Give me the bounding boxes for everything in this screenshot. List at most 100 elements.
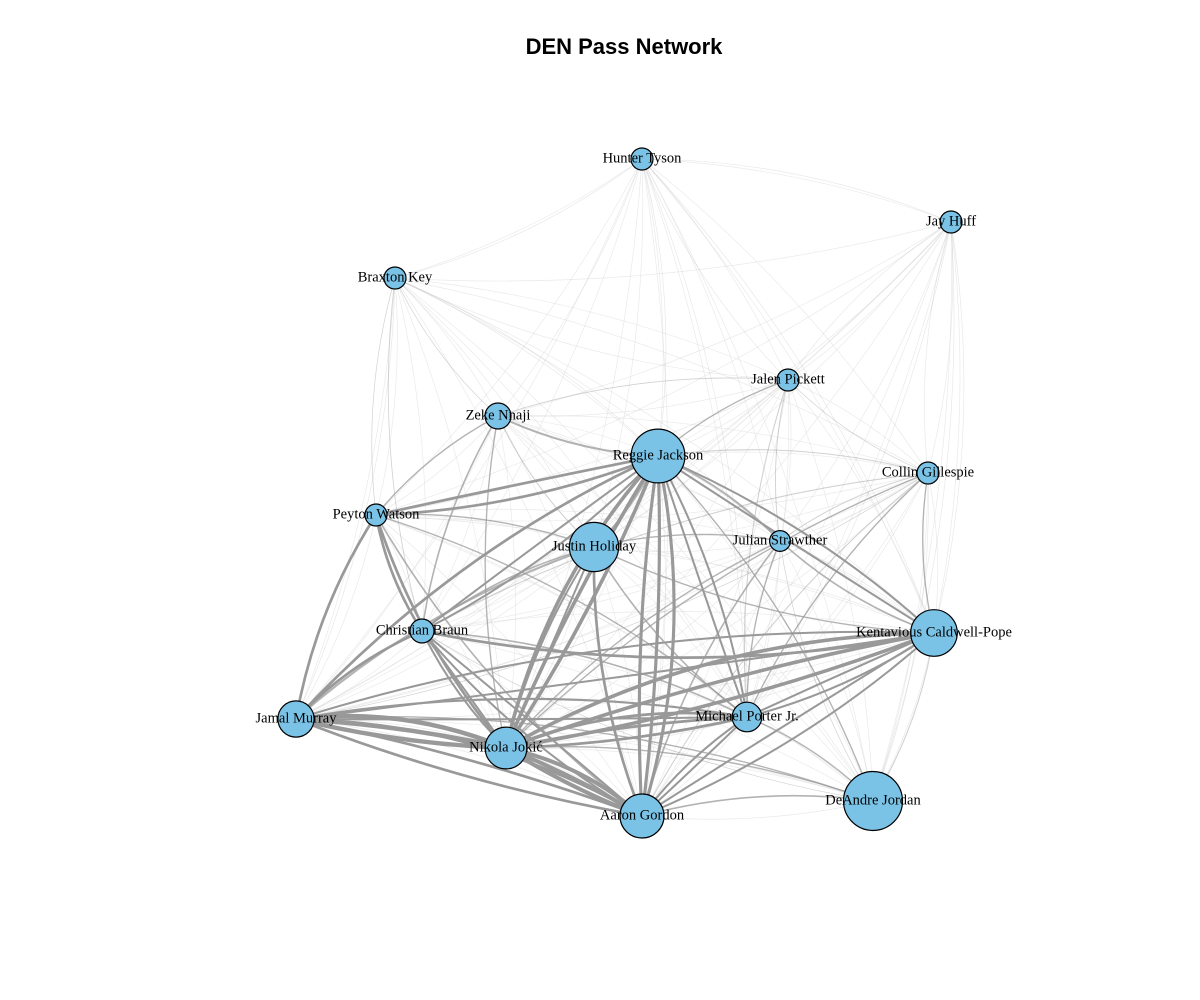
node-circle[interactable] xyxy=(731,701,763,733)
player-node[interactable]: Michael Porter Jr. xyxy=(695,701,799,733)
node-circle[interactable] xyxy=(630,147,654,171)
pass-edge xyxy=(746,632,935,718)
node-circle[interactable] xyxy=(277,700,315,738)
nodes-layer: Hunter Tyson Jay Huff Braxton Key Jalen Pic… xyxy=(256,147,1012,839)
pass-edge xyxy=(421,472,929,632)
node-label: Jalen Pickett xyxy=(751,371,825,387)
background-edge xyxy=(497,221,952,417)
background-edge xyxy=(421,540,781,632)
pass-edge xyxy=(505,745,874,802)
pass-edge xyxy=(592,546,644,817)
pass-edge xyxy=(375,513,595,548)
pass-edge xyxy=(746,540,781,718)
node-circle[interactable] xyxy=(484,726,528,770)
background-edge xyxy=(746,221,952,718)
pass-edge xyxy=(657,455,748,718)
node-circle[interactable] xyxy=(776,368,800,392)
player-node[interactable]: Jalen Pickett xyxy=(751,368,825,392)
player-node[interactable]: Reggie Jackson xyxy=(613,428,704,484)
background-edge xyxy=(641,158,929,474)
pass-edge xyxy=(641,158,748,718)
background-edge xyxy=(505,158,643,749)
background-edge xyxy=(641,221,952,817)
background-edge xyxy=(927,221,954,474)
pass-edge xyxy=(421,630,874,802)
node-circle[interactable] xyxy=(383,266,407,290)
node-label: Christian Braun xyxy=(376,622,469,638)
node-label: DeAndre Jordan xyxy=(825,792,921,808)
pass-edge xyxy=(657,455,935,634)
player-node[interactable]: Jamal Murray xyxy=(256,700,338,738)
background-edge xyxy=(593,546,874,802)
node-circle[interactable] xyxy=(630,428,686,484)
background-edge xyxy=(872,221,952,802)
pass-edge xyxy=(375,514,643,817)
background-edge xyxy=(505,455,659,749)
player-node[interactable]: Christian Braun xyxy=(376,618,469,644)
node-circle[interactable] xyxy=(484,402,512,430)
background-edge xyxy=(593,546,643,817)
pass-edge xyxy=(295,715,874,802)
pass-edge xyxy=(924,221,952,474)
background-edge xyxy=(394,277,929,474)
pass-edge xyxy=(295,697,748,720)
pass-edge xyxy=(657,455,749,718)
pass-edge xyxy=(640,455,676,817)
pass-edge xyxy=(295,715,748,721)
pass-edge xyxy=(657,455,874,802)
background-edge xyxy=(295,546,595,720)
background-edge xyxy=(933,221,961,634)
background-edge xyxy=(641,158,952,223)
player-node[interactable]: Julian Strawther xyxy=(733,529,828,552)
node-circle[interactable] xyxy=(939,210,963,234)
player-node[interactable]: Peyton Watson xyxy=(333,503,421,527)
pass-edge xyxy=(637,455,660,817)
background-edge xyxy=(394,277,789,381)
node-circle[interactable] xyxy=(910,609,958,657)
background-edge xyxy=(394,221,952,282)
background-edge xyxy=(657,451,929,474)
player-node[interactable]: Collin Gillespie xyxy=(882,461,974,485)
node-circle[interactable] xyxy=(619,793,665,839)
node-circle[interactable] xyxy=(568,521,620,573)
pass-edge xyxy=(640,455,661,817)
node-label: Aaron Gordon xyxy=(600,807,685,823)
player-node[interactable]: Jay Huff xyxy=(926,210,976,234)
player-node[interactable]: Braxton Key xyxy=(358,266,433,290)
background-edge xyxy=(641,158,789,381)
player-node[interactable]: Nikola Jokić xyxy=(469,726,543,770)
pass-edge xyxy=(375,454,659,517)
background-edge xyxy=(394,277,499,417)
player-node[interactable]: Justin Holiday xyxy=(552,521,637,573)
pass-edge xyxy=(421,630,643,817)
player-node[interactable]: Kentavious Caldwell-Pope xyxy=(856,609,1012,657)
pass-edge xyxy=(746,221,952,718)
background-edge xyxy=(505,379,789,749)
node-circle[interactable] xyxy=(409,618,435,644)
background-edge xyxy=(421,611,935,634)
pass-edge xyxy=(497,377,789,417)
background-edge xyxy=(295,277,396,720)
pass-edge xyxy=(872,221,955,802)
player-node[interactable]: Hunter Tyson xyxy=(603,147,683,171)
background-edge xyxy=(746,472,929,718)
background-edge xyxy=(394,277,507,749)
player-node[interactable]: Aaron Gordon xyxy=(600,793,685,839)
pass-edge xyxy=(657,449,929,474)
pass-edge xyxy=(641,158,789,381)
pass-edge xyxy=(387,277,423,632)
node-circle[interactable] xyxy=(364,503,388,527)
pass-edge xyxy=(421,455,659,632)
background-edge xyxy=(657,455,874,802)
pass-edge xyxy=(641,632,935,817)
background-edge xyxy=(593,379,789,548)
background-edge xyxy=(641,158,748,718)
background-edge xyxy=(497,379,789,417)
node-circle[interactable] xyxy=(916,461,940,485)
background-edge xyxy=(505,716,748,749)
player-node[interactable]: Zeke Nnaji xyxy=(466,402,531,430)
player-node[interactable]: DeAndre Jordan xyxy=(825,770,921,832)
background-edge xyxy=(746,540,781,718)
node-circle[interactable] xyxy=(768,529,791,552)
node-circle[interactable] xyxy=(842,770,904,832)
